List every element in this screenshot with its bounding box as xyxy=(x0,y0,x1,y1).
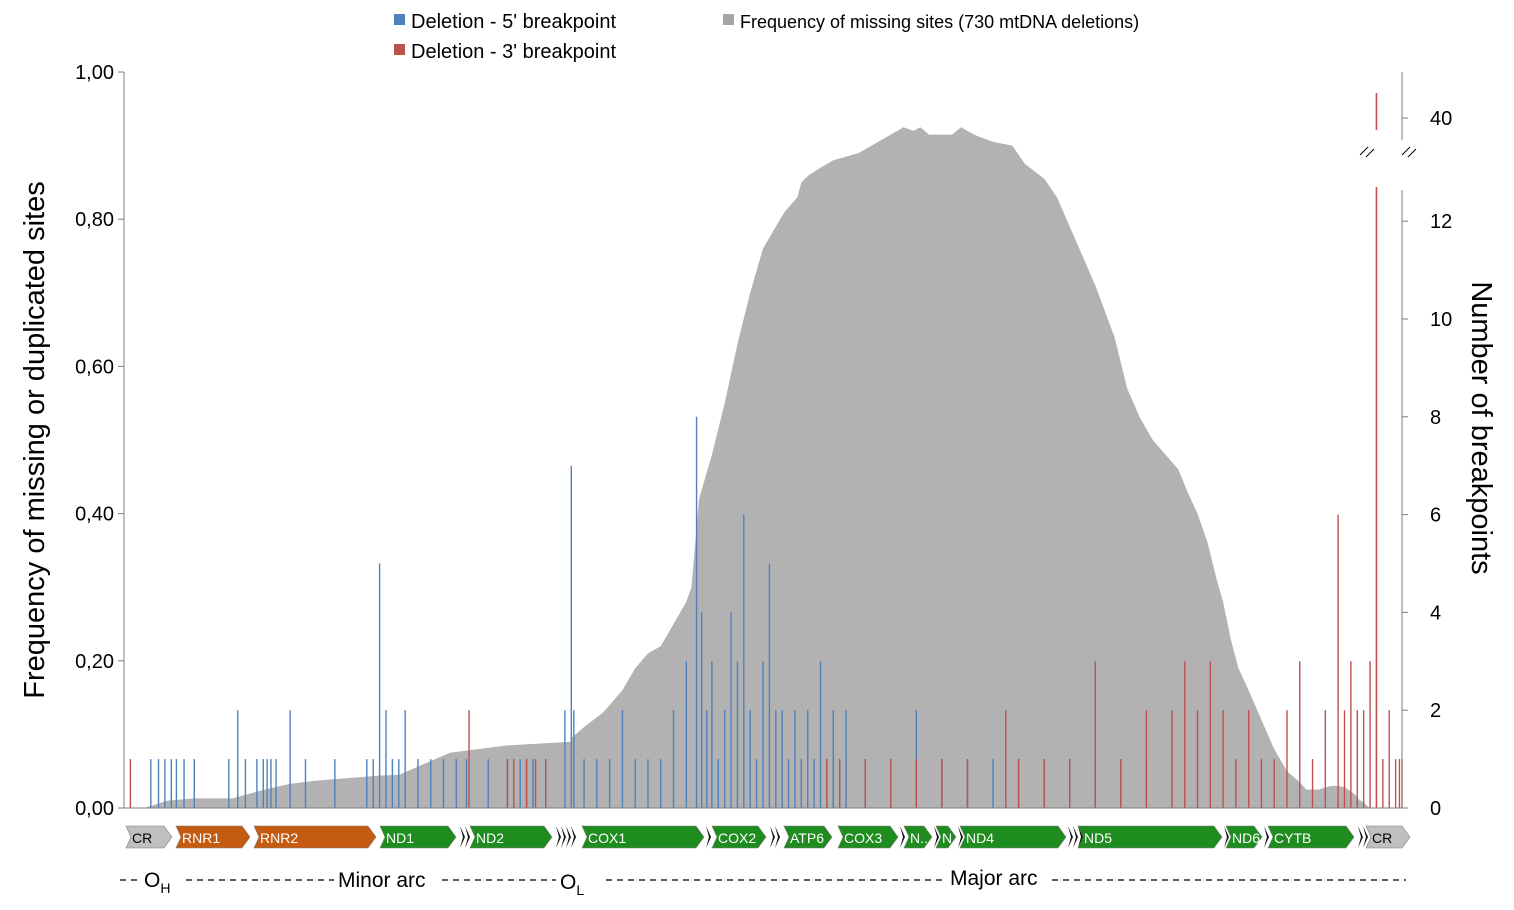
gene-segment xyxy=(903,825,933,849)
y2-tick-label: 40 xyxy=(1430,108,1452,130)
trna-chevron xyxy=(566,826,571,848)
gene-label: RNR1 xyxy=(182,830,220,846)
gene-label: N. xyxy=(942,830,956,846)
gene-segment xyxy=(837,825,899,849)
gene-label: ATP6 xyxy=(790,830,824,846)
gene-label: COX2 xyxy=(718,830,756,846)
trna-chevron xyxy=(561,826,566,848)
trna-chevron xyxy=(460,826,465,848)
gene-label: CR xyxy=(132,830,152,846)
gene-segment xyxy=(959,825,1067,849)
gene-segment xyxy=(175,825,251,849)
gene-segment xyxy=(253,825,377,849)
y-tick-label: 0,80 xyxy=(75,209,114,231)
break-mark xyxy=(1359,146,1369,156)
breakpoint-bars-layer xyxy=(129,93,1403,808)
gene-segment xyxy=(711,825,767,849)
gene-segment xyxy=(1365,825,1411,849)
trna-chevron xyxy=(1073,826,1078,848)
gene-segment xyxy=(469,825,553,849)
y2-tick-label: 0 xyxy=(1430,798,1441,820)
gene-label: RNR2 xyxy=(260,830,298,846)
axis-break-marks xyxy=(1359,146,1417,158)
trna-chevron xyxy=(556,826,561,848)
right-ticks: 0 2 4 6 8 10 12 40 xyxy=(1402,108,1452,820)
origin-h-label: OH xyxy=(144,869,170,896)
gene-label: ND2 xyxy=(476,830,504,846)
y2-tick-label: 6 xyxy=(1430,505,1441,527)
left-ticks: 0,00 0,20 0,40 0,60 0,80 1,00 xyxy=(75,62,124,820)
trna-chevron xyxy=(958,826,963,848)
legend-swatch-3prime xyxy=(394,44,405,55)
gene-label: COX3 xyxy=(844,830,882,846)
legend-swatch-frequency xyxy=(723,14,734,25)
trna-chevron xyxy=(706,826,711,848)
y-tick-label: 0,00 xyxy=(75,798,114,820)
legend-swatch-5prime xyxy=(394,14,405,25)
break-mark xyxy=(1365,148,1375,158)
y2-axis-title: Number of breakpoints xyxy=(1465,281,1497,574)
y-tick-label: 0,40 xyxy=(75,504,114,526)
trna-chevron xyxy=(1224,826,1229,848)
break-mark xyxy=(1407,148,1417,158)
major-arc-label: Major arc xyxy=(950,867,1038,890)
trna-chevron xyxy=(465,826,470,848)
trna-chevron xyxy=(770,826,775,848)
gene-label: ND5 xyxy=(1084,830,1112,846)
gene-label: ND6 xyxy=(1232,830,1260,846)
minor-arc-label: Minor arc xyxy=(338,869,426,892)
trna-chevron xyxy=(1358,826,1363,848)
gene-segment xyxy=(125,825,173,849)
legend-label-3prime: Deletion - 3' breakpoint xyxy=(411,41,616,63)
y-tick-label: 0,20 xyxy=(75,651,114,673)
trna-chevron xyxy=(900,826,905,848)
y2-tick-label: 10 xyxy=(1430,309,1452,331)
gene-segment xyxy=(1267,825,1355,849)
gene-label: CR xyxy=(1372,830,1392,846)
y2-tick-label: 2 xyxy=(1430,700,1441,722)
break-mark xyxy=(1401,146,1411,156)
legend-label-frequency: Frequency of missing sites (730 mtDNA de… xyxy=(740,12,1139,32)
gene-segment xyxy=(581,825,705,849)
trna-chevron xyxy=(775,826,780,848)
axes xyxy=(123,72,1403,809)
gene-label: ND1 xyxy=(386,830,414,846)
trna-chevron xyxy=(571,826,576,848)
legend: Deletion - 5' breakpoint Deletion - 3' b… xyxy=(394,11,1139,63)
gene-label: ND4 xyxy=(966,830,994,846)
trna-chevron xyxy=(1068,826,1073,848)
trna-chevron xyxy=(1363,826,1368,848)
gene-segment xyxy=(783,825,833,849)
frequency-area xyxy=(124,127,1379,808)
y2-tick-label: 8 xyxy=(1430,407,1441,429)
arc-labels-row: OH Minor arc OL Major arc xyxy=(120,867,1406,898)
trna-chevron xyxy=(1264,826,1269,848)
y-tick-label: 1,00 xyxy=(75,62,114,84)
gene-label: COX1 xyxy=(588,830,626,846)
y-axis-title: Frequency of missing or duplicated sites xyxy=(19,181,51,698)
origin-l-label: OL xyxy=(560,871,584,898)
frequency-area-layer xyxy=(124,127,1379,808)
gene-segment xyxy=(379,825,457,849)
gene-track: CR RNR1 RNR2 ND1 ND2 COX1 COX2 ATP6 COX3 N.. N. ND4… xyxy=(125,825,1411,849)
legend-label-5prime: Deletion - 5' breakpoint xyxy=(411,11,616,33)
trna-chevron xyxy=(1078,826,1083,848)
y2-tick-label: 4 xyxy=(1430,602,1441,624)
gene-label: N.. xyxy=(910,830,928,846)
gene-segment xyxy=(1225,825,1263,849)
trna-chevron xyxy=(934,826,939,848)
gene-label: CYTB xyxy=(1274,830,1311,846)
gene-segment xyxy=(935,825,957,849)
y2-tick-label: 12 xyxy=(1430,211,1452,233)
y-tick-label: 0,60 xyxy=(75,356,114,378)
